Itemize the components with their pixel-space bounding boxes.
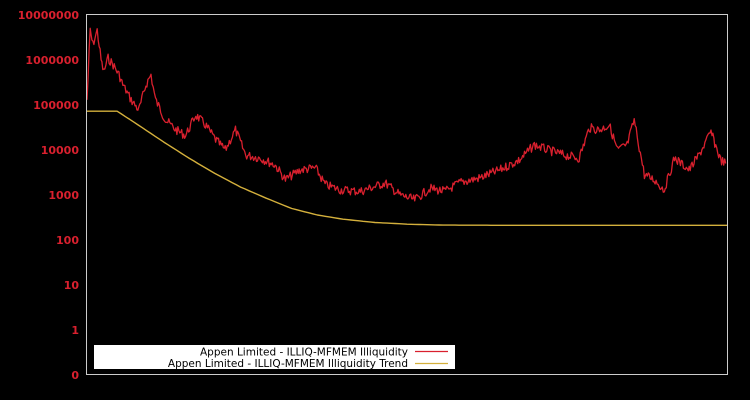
legend-box	[94, 345, 455, 369]
y-tick-label: 100	[56, 234, 79, 247]
plot-lines	[86, 27, 727, 227]
series-line-trend	[87, 110, 727, 227]
legend-label-trend: Appen Limited - ILLIQ-MFMEM Illiquidity …	[168, 358, 408, 370]
legend: Appen Limited - ILLIQ-MFMEM Illiquidity …	[94, 345, 455, 370]
y-tick-label: 10	[64, 279, 80, 292]
series-line-illiquidity	[86, 27, 727, 202]
y-tick-label: 100000	[33, 99, 79, 112]
y-tick-label: 1000	[48, 189, 79, 202]
y-tick-label: 0	[71, 369, 79, 382]
y-tick-label: 1	[71, 324, 79, 337]
y-tick-label: 10000	[41, 144, 80, 157]
y-tick-label: 1000000	[25, 54, 79, 67]
legend-label-illiquidity: Appen Limited - ILLIQ-MFMEM Illiquidity	[200, 347, 408, 359]
plot-frame	[86, 14, 728, 375]
y-tick-label: 10000000	[18, 9, 80, 22]
